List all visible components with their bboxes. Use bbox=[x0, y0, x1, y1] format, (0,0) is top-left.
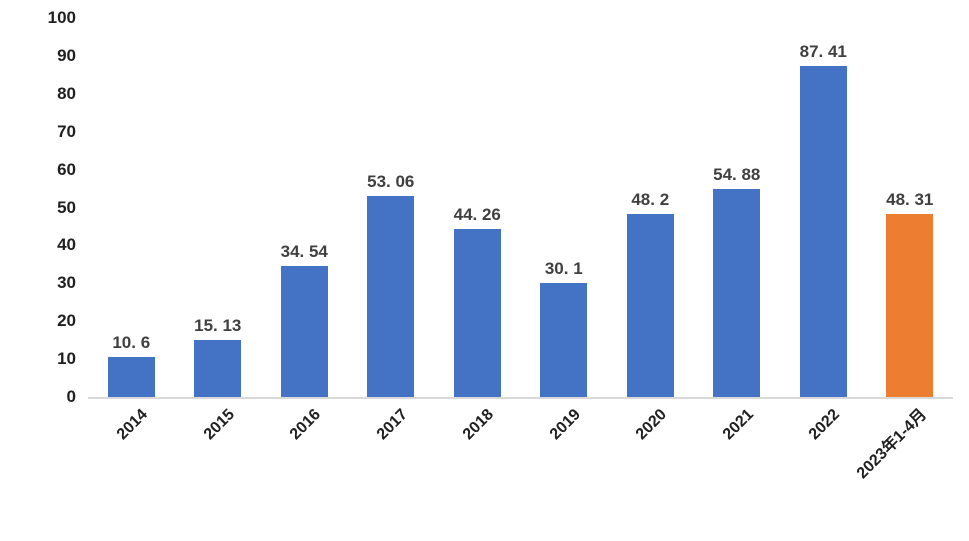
x-tick-label-2018: 2018 bbox=[460, 406, 498, 444]
x-tick-label-2019: 2019 bbox=[546, 406, 584, 444]
x-tick-label-2021: 2021 bbox=[719, 406, 757, 444]
data-label-2014: 10. 6 bbox=[112, 332, 151, 352]
y-tick-label-10: 10 bbox=[57, 349, 76, 369]
data-label-2020: 48. 2 bbox=[631, 190, 670, 210]
x-tick-label-2022: 2022 bbox=[806, 406, 844, 444]
bar-2014 bbox=[107, 356, 155, 397]
x-tick-label-2023年1-4月: 2023年1-4月 bbox=[853, 406, 930, 483]
x-axis-line bbox=[88, 397, 953, 399]
bar-2021 bbox=[713, 189, 761, 397]
x-tick-label-2017: 2017 bbox=[373, 406, 411, 444]
bar-2015 bbox=[194, 339, 242, 397]
data-label-2017: 53. 06 bbox=[367, 171, 415, 191]
x-tick-label-2020: 2020 bbox=[633, 406, 671, 444]
y-tick-label-90: 90 bbox=[57, 45, 76, 65]
bar-2019 bbox=[540, 282, 588, 397]
bar-2016 bbox=[280, 266, 328, 397]
bar-2022 bbox=[799, 65, 847, 397]
bar-2023年1-4月 bbox=[886, 213, 934, 397]
y-tick-label-0: 0 bbox=[66, 387, 76, 406]
x-tick-label-2015: 2015 bbox=[200, 406, 238, 444]
bar-2017 bbox=[367, 195, 415, 397]
data-label-2021: 54. 88 bbox=[713, 165, 761, 184]
y-tick-label-80: 80 bbox=[57, 83, 76, 103]
y-tick-label-60: 60 bbox=[57, 159, 76, 179]
data-label-2022: 87. 41 bbox=[799, 41, 847, 61]
data-label-2019: 30. 1 bbox=[544, 258, 583, 278]
data-label-2018: 44. 26 bbox=[453, 205, 501, 225]
y-tick-label-50: 50 bbox=[57, 197, 76, 217]
bar-2018 bbox=[453, 229, 501, 397]
y-tick-label-30: 30 bbox=[57, 273, 76, 293]
bar-2020 bbox=[626, 214, 674, 397]
y-tick-label-40: 40 bbox=[57, 235, 76, 255]
y-tick-label-70: 70 bbox=[57, 121, 76, 141]
data-label-2023年1-4月: 48. 31 bbox=[886, 189, 934, 209]
data-label-2015: 15. 13 bbox=[194, 315, 242, 335]
x-tick-label-2014: 2014 bbox=[114, 406, 152, 444]
y-tick-label-100: 100 bbox=[47, 8, 76, 27]
data-label-2016: 34. 54 bbox=[280, 242, 328, 262]
x-tick-label-2016: 2016 bbox=[287, 406, 325, 444]
y-tick-label-20: 20 bbox=[57, 311, 76, 331]
